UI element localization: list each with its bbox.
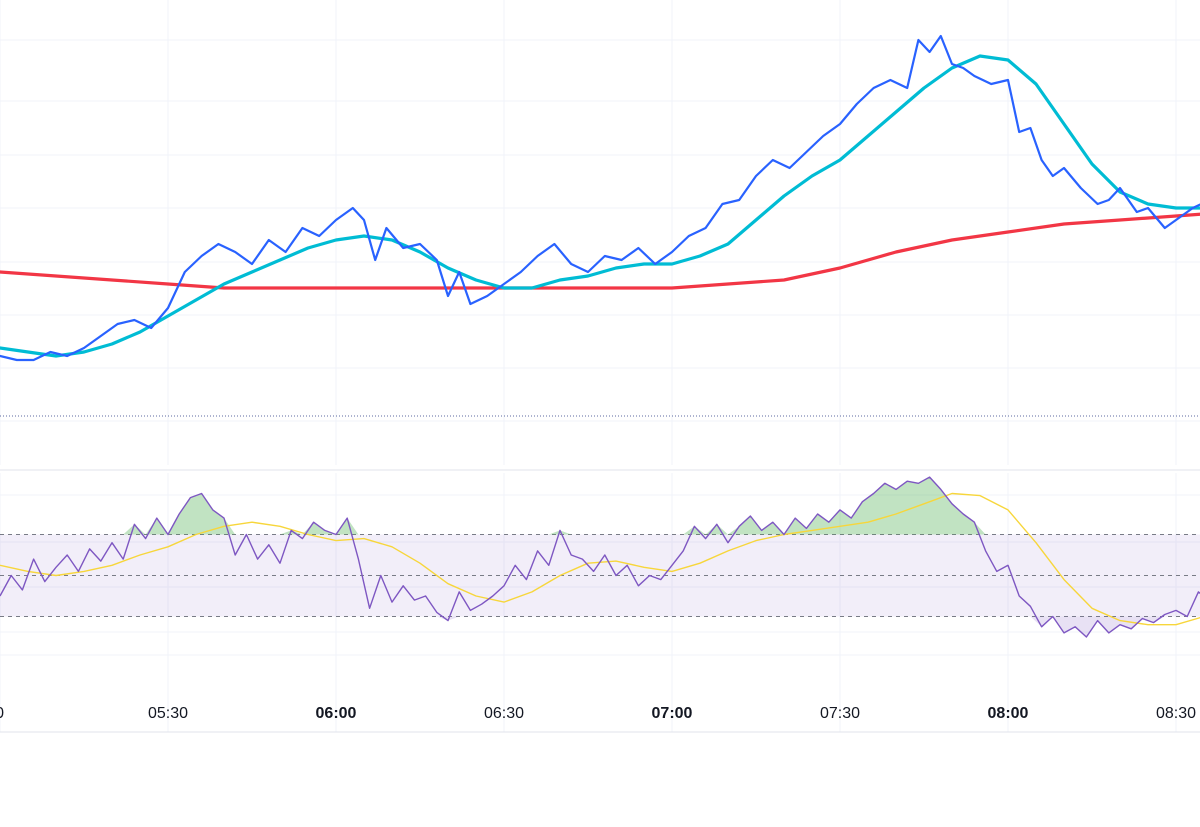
rsi-line[interactable] bbox=[0, 476, 1200, 638]
time-tick-label: 06:30 bbox=[484, 705, 524, 722]
rsi-overbought-fill bbox=[0, 477, 1200, 535]
time-tick-label: 08:00 bbox=[988, 705, 1029, 722]
time-tick-label: 05:30 bbox=[148, 705, 188, 722]
time-tick-label: 07:00 bbox=[652, 705, 693, 722]
time-tick-label: 08:30 bbox=[1156, 705, 1196, 722]
price-line[interactable] bbox=[0, 34, 1200, 362]
ma-slow-line[interactable] bbox=[0, 172, 1200, 290]
time-tick-label: 0 bbox=[0, 705, 4, 722]
time-tick-label: 06:00 bbox=[316, 705, 357, 722]
ma-fast-line[interactable] bbox=[0, 54, 1200, 358]
series-layer bbox=[0, 34, 1200, 638]
rsi-ma-line[interactable] bbox=[0, 492, 1200, 626]
price-pane-grid bbox=[0, 0, 1200, 465]
time-axis[interactable]: 005:3006:0006:3007:0007:3008:0008:3009:0… bbox=[0, 705, 1200, 722]
rsi-oversold-fill bbox=[0, 616, 1200, 637]
time-tick-label: 07:30 bbox=[820, 705, 860, 722]
